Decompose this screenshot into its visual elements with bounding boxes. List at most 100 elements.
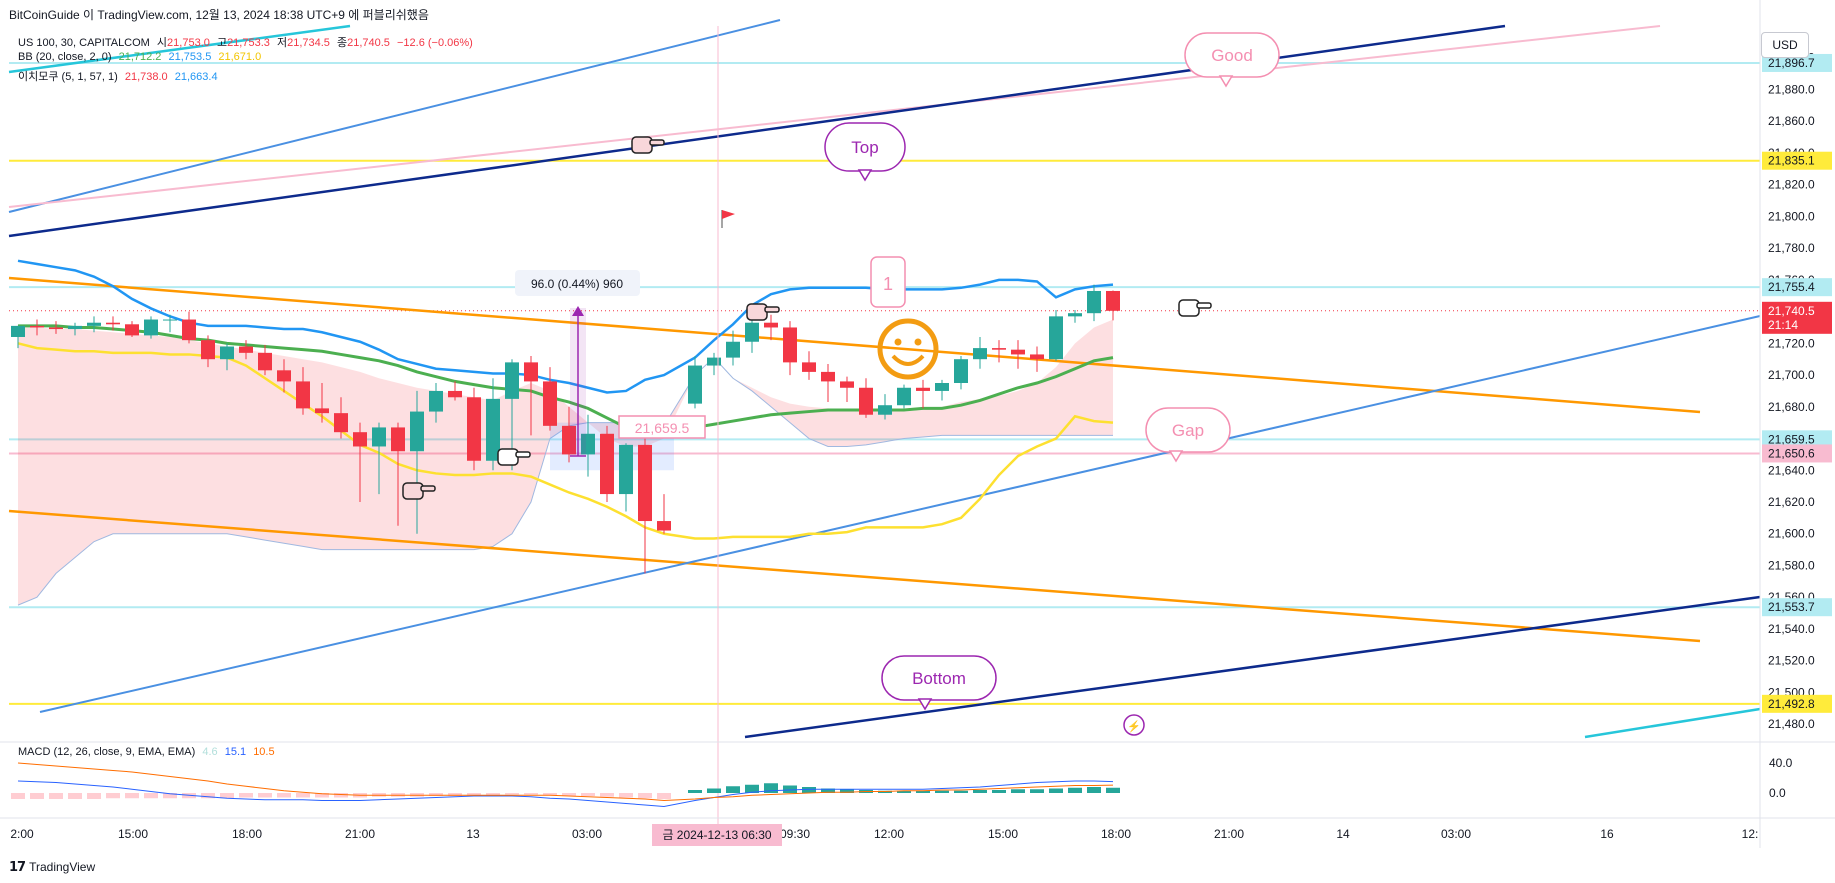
candle-body	[391, 427, 405, 452]
candle-body	[840, 381, 854, 388]
candle-body	[764, 322, 778, 328]
macd-hist-bar	[935, 790, 949, 793]
macd-hist-bar	[486, 793, 500, 796]
macd-hist-bar	[688, 790, 702, 793]
candle-body	[277, 370, 291, 382]
macd-hist-bar	[1087, 787, 1101, 793]
x-tick-label: 21:00	[1214, 827, 1244, 841]
macd-hist-bar	[315, 793, 329, 798]
bb-basis-line	[18, 324, 1114, 431]
macd-hist-bar	[1106, 787, 1120, 793]
macd-hist-bar	[581, 793, 595, 796]
macd-hist-bar	[448, 793, 462, 796]
low-value: 21,734.5	[287, 37, 330, 49]
smiley-eye-right	[914, 338, 922, 346]
candle-body	[49, 327, 63, 330]
pointing-hand-icon-palm	[1178, 299, 1200, 317]
level-price-label-bg	[1762, 430, 1832, 449]
candle-body	[296, 381, 310, 409]
candle-body	[543, 381, 557, 426]
macd-hist-bar	[87, 793, 101, 799]
price-tag-text: 21,659.5	[635, 420, 690, 436]
macd-pane: 40.0 0.0	[0, 741, 1835, 808]
x-tick-label: 09:30	[780, 827, 810, 841]
macd-hist-bar	[783, 785, 797, 793]
x-tick-label: 21:00	[345, 827, 375, 841]
measure-text: 96.0 (0.44%) 960	[531, 277, 623, 291]
smiley-icon	[877, 318, 939, 380]
high-label: 고	[216, 37, 228, 49]
macd-hist-bar	[821, 788, 835, 793]
callout-bottom-text: Bottom	[912, 669, 966, 688]
candle-body	[916, 387, 930, 391]
candle-body	[68, 325, 82, 330]
pointing-hand-icon	[746, 303, 780, 321]
footer: 𝟭𝟳 TradingView	[9, 859, 95, 875]
x-tick-label: 13	[466, 827, 480, 841]
macd-hist-bar	[802, 787, 816, 793]
macd-hist-bar	[840, 789, 854, 793]
bb-legend[interactable]: BB (20, close, 2, 0) 21,712.2 21,753.5 2…	[18, 51, 265, 63]
candle-body	[745, 322, 759, 342]
callout-top-tail	[857, 169, 873, 182]
trend-lightblue-upper	[8, 19, 781, 213]
candle-body	[802, 362, 816, 372]
pointing-hand-icon-palm	[402, 482, 424, 500]
level-price-label: 21,755.4	[1768, 280, 1815, 294]
pointing-hand-icon	[402, 482, 436, 500]
callout-one-box	[870, 256, 906, 308]
candle-body	[486, 398, 500, 461]
trend-lightblue-lower	[39, 315, 1761, 713]
macd-hist-bar	[619, 793, 633, 798]
macd-hist-bar	[296, 793, 310, 798]
macd-line	[17, 780, 1114, 808]
candle-body	[144, 319, 158, 336]
level-price-label: 21,650.6	[1768, 446, 1815, 460]
bb-upper-value: 21,753.5	[168, 51, 212, 63]
candle-body	[163, 319, 177, 321]
macd-hist-bar	[125, 793, 139, 799]
macd-hist-bar	[726, 786, 740, 793]
price-labels: 21,896.7 21,835.1 21,755.4 21,659.521,650.6…	[1762, 53, 1832, 713]
callout-bottom: Bottom	[881, 655, 997, 711]
candle-body	[619, 444, 633, 495]
candle-body	[897, 387, 911, 406]
callout-bottom-tail	[917, 698, 933, 711]
pointing-hand-icon-palm	[746, 303, 768, 321]
axes: 21,480.021,500.021,520.021,540.021,560.0…	[0, 0, 1835, 848]
level-price-label-bg	[1762, 278, 1832, 297]
currency-button[interactable]: USD	[1761, 32, 1809, 58]
candles	[11, 284, 1120, 574]
callout-top: Top	[824, 122, 906, 182]
ichimoku-v2: 21,663.4	[174, 71, 218, 83]
candle-body	[992, 348, 1006, 350]
macd-hist-bar	[543, 793, 557, 796]
y-tick-label: 21,600.0	[1768, 527, 1815, 541]
trend-navy-lower	[744, 595, 1761, 739]
candle-body	[410, 411, 424, 452]
ichimoku-legend[interactable]: 이치모쿠 (5, 1, 57, 1) 21,738.0 21,663.4	[18, 68, 222, 84]
y-tick-label: 21,780.0	[1768, 241, 1815, 255]
macd-hist-bar	[429, 793, 443, 796]
macd-legend[interactable]: MACD (12, 26, close, 9, EMA, EMA) 4.6 15…	[18, 746, 279, 758]
macd-hist-bar	[638, 793, 652, 799]
candle-body	[448, 390, 462, 398]
level-price-label-bg	[1762, 151, 1832, 170]
macd-hist-bar	[49, 793, 63, 799]
macd-hist-bar	[106, 793, 120, 799]
pointing-hand-icon	[1178, 299, 1212, 317]
level-price-label: 21,835.1	[1768, 154, 1815, 168]
y-tick-label: 21,480.0	[1768, 717, 1815, 731]
bb-name: BB (20, close, 2, 0)	[18, 51, 112, 63]
trend-orange-upper	[8, 276, 1701, 414]
candle-body	[106, 322, 120, 325]
x-tick-label: 12:00	[874, 827, 904, 841]
bb-lower-line	[17, 342, 1114, 540]
candle-body	[821, 371, 835, 382]
callout-gap-bubble	[1145, 407, 1231, 453]
macd-hist-bar	[973, 790, 987, 793]
callout-top-text: Top	[851, 138, 878, 157]
y-tick-label: 21,860.0	[1768, 114, 1815, 128]
y-tick-label: 21,880.0	[1768, 82, 1815, 96]
